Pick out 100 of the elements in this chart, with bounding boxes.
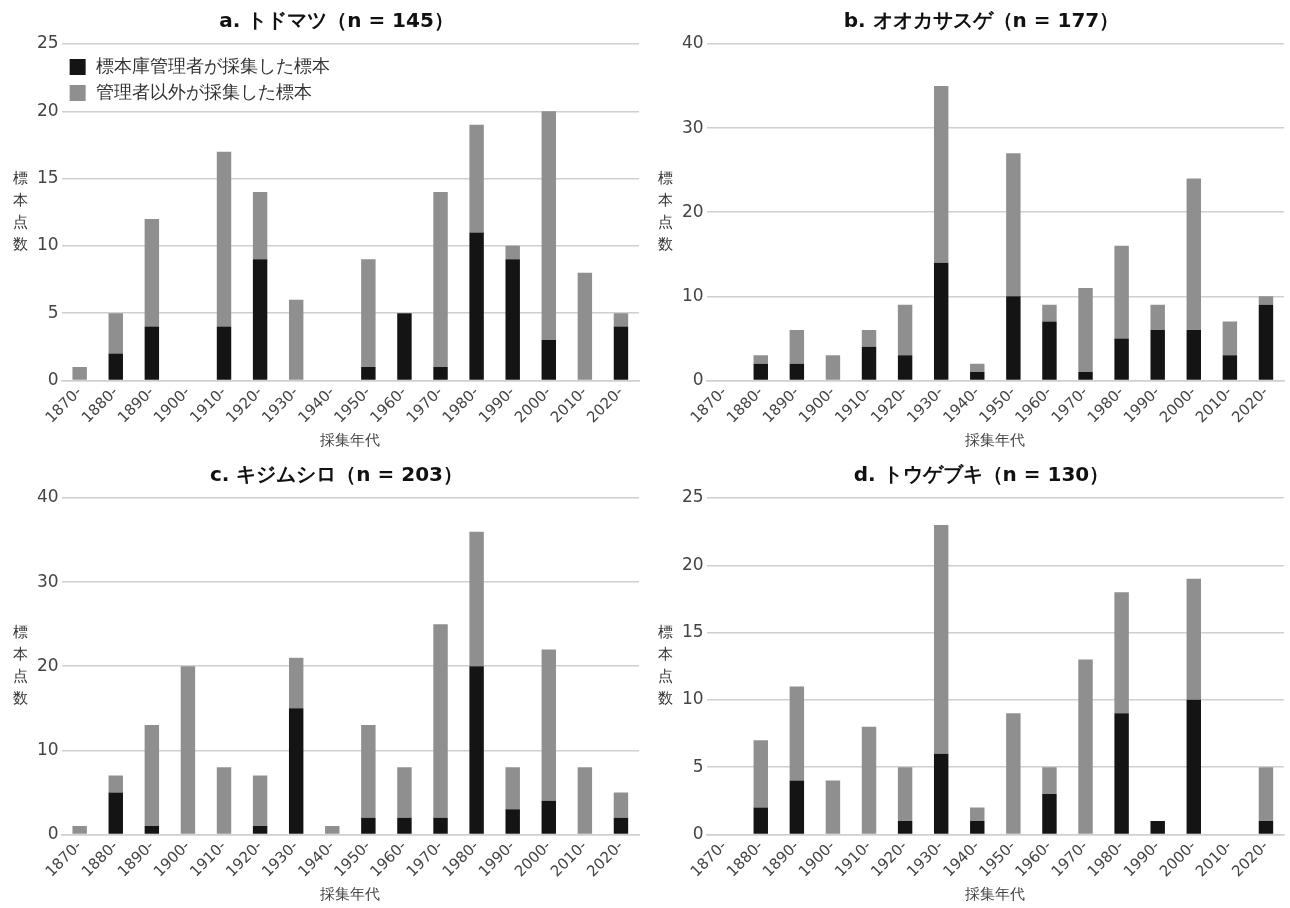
y-tick-label: 10	[36, 234, 59, 255]
bar	[613, 326, 629, 380]
bar	[861, 726, 877, 834]
y-axis-title: 標本点数	[12, 169, 28, 254]
chart-title: d. トウゲブキ（n = 130）	[853, 462, 1110, 487]
bar	[1222, 321, 1238, 356]
bar	[108, 792, 123, 834]
bar	[1186, 699, 1201, 834]
bar	[1150, 329, 1165, 380]
bar	[753, 363, 768, 380]
bar	[753, 807, 768, 834]
legend-label: 管理者以外が採集した標本	[95, 80, 312, 102]
bar	[933, 262, 949, 380]
bar	[361, 366, 376, 380]
bar	[541, 649, 556, 801]
bar	[970, 372, 985, 380]
bar	[108, 775, 123, 793]
bar	[825, 355, 841, 380]
bar	[1258, 820, 1274, 834]
bar	[613, 817, 629, 834]
bar	[361, 817, 376, 834]
y-tick-label: 0	[692, 822, 704, 843]
bar	[505, 259, 520, 380]
bar	[825, 780, 841, 834]
bar	[216, 151, 232, 327]
y-axis-title: 標本点数	[657, 169, 673, 254]
bar	[1186, 329, 1201, 380]
bar	[1042, 767, 1057, 795]
bar	[1114, 713, 1129, 834]
y-axis-title: 標本点数	[657, 623, 673, 708]
bar	[144, 826, 160, 834]
x-axis-title: 採集年代	[320, 884, 381, 903]
bar	[970, 807, 985, 821]
bar	[613, 313, 629, 327]
bar	[1258, 767, 1274, 821]
y-axis-title: 標本点数	[12, 623, 28, 708]
y-tick-label: 0	[692, 368, 704, 389]
bar	[577, 767, 593, 834]
bar	[1078, 659, 1093, 834]
y-tick-label: 30	[681, 116, 704, 137]
bar	[72, 366, 87, 380]
bar	[288, 708, 304, 834]
bar	[1006, 713, 1021, 834]
legend-label: 標本庫管理者が採集した標本	[95, 54, 330, 76]
bar	[1006, 296, 1021, 380]
bar	[252, 826, 268, 834]
bar	[1042, 304, 1057, 322]
chart-title: c. キジムシロ（n = 203）	[209, 462, 464, 487]
bar	[397, 767, 412, 818]
bar	[1150, 304, 1165, 330]
x-axis-title: 採集年代	[965, 884, 1026, 903]
x-axis-title: 採集年代	[965, 430, 1026, 449]
bar	[288, 299, 304, 380]
bar	[897, 304, 913, 356]
bar	[1186, 178, 1201, 330]
bar	[1258, 304, 1274, 380]
bar	[108, 313, 123, 354]
bar	[933, 86, 949, 263]
bar	[789, 329, 805, 364]
bar	[1114, 245, 1129, 339]
bar	[361, 725, 376, 818]
bar	[144, 725, 160, 827]
bar	[897, 355, 913, 380]
bar	[1078, 287, 1093, 373]
bar	[1186, 578, 1201, 700]
bar	[789, 780, 805, 834]
bar	[1006, 153, 1021, 297]
y-tick-label: 20	[681, 553, 704, 574]
bar	[252, 775, 268, 827]
bar	[897, 820, 913, 834]
y-tick-label: 20	[681, 200, 704, 221]
bar	[897, 767, 913, 821]
bar	[861, 329, 877, 347]
y-tick-label: 30	[36, 570, 59, 591]
bar	[180, 666, 196, 834]
y-tick-label: 25	[36, 32, 59, 53]
y-tick-label: 20	[36, 99, 59, 120]
bar	[861, 346, 877, 380]
y-tick-label: 5	[47, 301, 59, 322]
y-tick-label: 5	[692, 755, 704, 776]
bar	[1114, 592, 1129, 714]
bar	[252, 192, 268, 260]
bar	[469, 666, 484, 834]
bar	[108, 353, 123, 380]
bar	[505, 809, 520, 834]
y-tick-label: 40	[36, 486, 59, 507]
bar	[397, 313, 412, 380]
bar	[1042, 794, 1057, 834]
bar	[433, 192, 448, 367]
bar	[397, 817, 412, 834]
bar	[753, 740, 768, 808]
bar	[469, 232, 484, 380]
bar	[144, 218, 160, 327]
bar	[1114, 338, 1129, 380]
bar	[216, 767, 232, 834]
bar	[541, 340, 556, 380]
bar	[433, 817, 448, 834]
y-tick-label: 20	[36, 654, 59, 675]
y-tick-label: 0	[47, 368, 59, 389]
bar	[469, 531, 484, 667]
